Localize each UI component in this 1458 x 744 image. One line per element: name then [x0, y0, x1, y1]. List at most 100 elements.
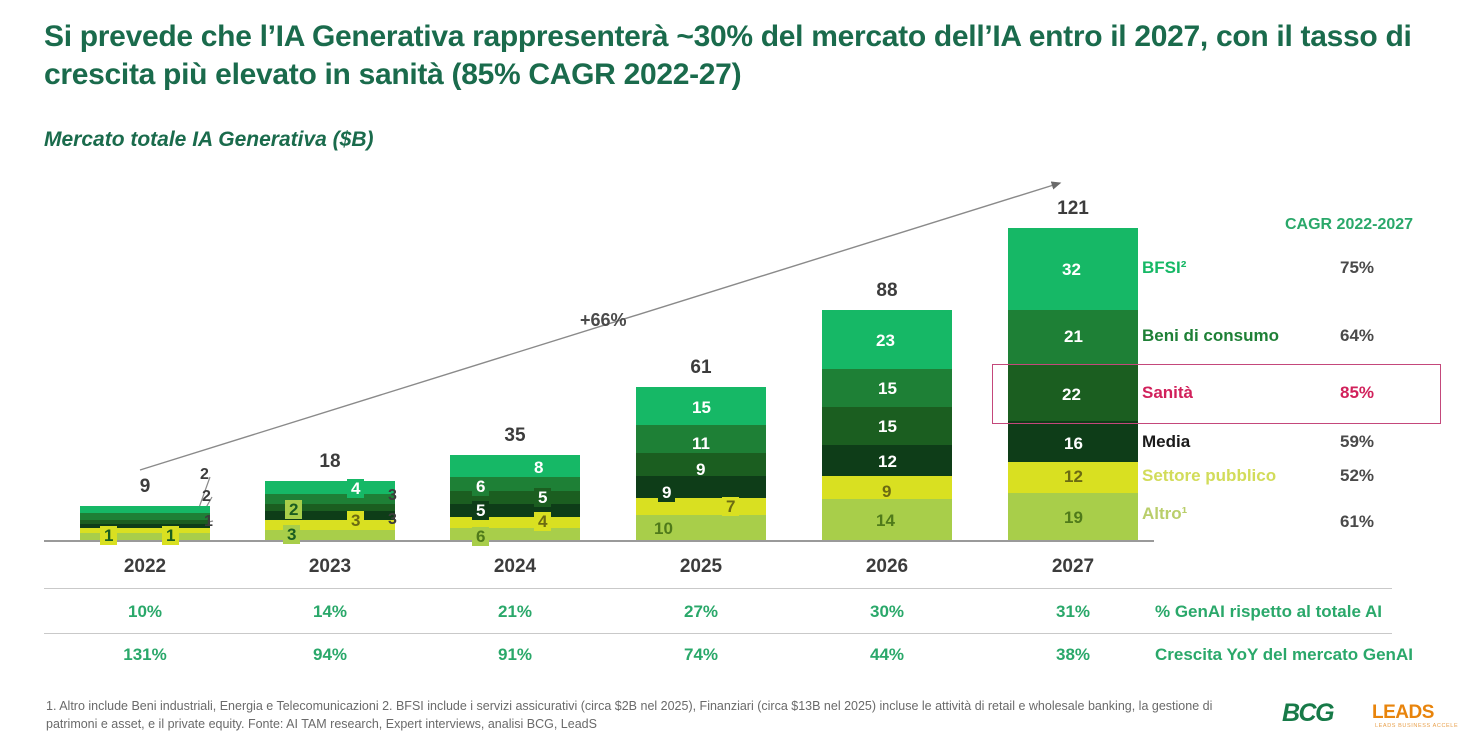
bar-segment-altro-2026[interactable] — [822, 499, 952, 540]
bar-segment-sanita-2022[interactable] — [80, 520, 210, 524]
bar-stack-2023 — [265, 481, 395, 540]
bar-segment-sanita-2025[interactable] — [636, 453, 766, 476]
bar-segment-media-2022[interactable] — [80, 524, 210, 528]
bar-label-settore-2025: 7 — [722, 497, 740, 516]
bar-group-2024: 35 8 6 5 5 4 6 — [450, 425, 580, 546]
legend-row-beni-di-consumo[interactable]: Beni di consumo 64% — [1142, 326, 1442, 348]
table-rule-middle — [44, 633, 1392, 634]
bar-segment-media-2025[interactable] — [636, 476, 766, 498]
bar-total-2023: 18 — [319, 451, 341, 472]
bar-label-media-2026: 12 — [878, 452, 897, 471]
bar-segment-beni-2025[interactable] — [636, 425, 766, 453]
metric-row-label-yoy-growth: Crescita YoY del mercato GenAI — [1155, 645, 1413, 664]
bar-segment-settore-2026[interactable] — [822, 476, 952, 499]
bar-segment-altro-2025[interactable] — [636, 515, 766, 540]
metric-row-label-genai-share: % GenAI rispetto al totale AI — [1155, 602, 1383, 621]
bar-segment-altro-2024[interactable] — [450, 528, 580, 540]
bar-label-settore-2023: 3 — [283, 525, 301, 544]
metric-yoy-growth-2024: 91% — [497, 645, 533, 664]
bar-total-2025: 61 — [690, 357, 712, 378]
bar-group-2025: 61 15 11 9 9 7 10 — [636, 357, 766, 540]
bar-label-media-2027: 16 — [1064, 434, 1083, 453]
bar-segment-settore-2022[interactable] — [80, 528, 210, 533]
bar-segment-bfsi-2026[interactable] — [822, 310, 952, 369]
bar-segment-media-2026[interactable] — [822, 445, 952, 476]
bar-label-settore-2022: 1 — [162, 526, 180, 545]
bar-label-beni-2024: 6 — [472, 477, 490, 496]
bar-label-altro-2025: 10 — [654, 519, 673, 538]
bar-label-sanita-2026: 15 — [878, 417, 897, 436]
bar-segment-beni-2022[interactable] — [80, 513, 210, 520]
bar-segment-bfsi-2025[interactable] — [636, 387, 766, 425]
metric-yoy-growth-2027: 38% — [1055, 645, 1091, 664]
bar-label-settore-2026: 9 — [882, 482, 892, 501]
bar-stack-2026 — [822, 310, 952, 540]
bar-stack-2024 — [450, 455, 580, 540]
bar-stack-2025 — [636, 387, 766, 540]
metric-genai-share-2026: 30% — [869, 602, 905, 621]
bar-segment-beni-2026[interactable] — [822, 369, 952, 407]
bar-total-2022: 9 — [139, 476, 151, 497]
metric-yoy-growth-2023: 94% — [312, 645, 348, 664]
leads-logo: LEADS — [1372, 702, 1434, 723]
bar-segment-settore-2027[interactable] — [1008, 462, 1138, 493]
bar-label-bfsi-2024: 8 — [534, 458, 544, 477]
metric-genai-share-2027: 31% — [1055, 602, 1091, 621]
bar-group-2022: 9 1 1 — [80, 476, 210, 545]
legend-row-sanita[interactable]: Sanità 85% — [1142, 383, 1442, 405]
legend-label-settore-pubblico: Settore pubblico — [1142, 466, 1277, 485]
bar-segment-sanita-2026[interactable] — [822, 407, 952, 445]
bar-label-beni-2026: 15 — [878, 379, 897, 398]
callout-beni-2022: 2 — [202, 488, 211, 505]
metric-yoy-growth-2026: 44% — [869, 645, 905, 664]
legend-row-bfsi[interactable]: BFSI² 75% — [1142, 258, 1442, 280]
bar-segment-media-2024[interactable] — [450, 504, 580, 517]
sanita-highlight-box — [992, 364, 1441, 424]
x-axis-label-2026: 2026 — [865, 556, 909, 577]
legend-cagr-bfsi: 75% — [1340, 258, 1375, 277]
table-rule-top — [44, 588, 1392, 589]
metric-yoy-growth-2022: 131% — [123, 645, 167, 664]
legend-row-altro[interactable]: Altro¹ 61% — [1142, 504, 1442, 531]
footnote-text: 1. Altro include Beni industriali, Energ… — [46, 699, 1213, 731]
bar-total-2026: 88 — [876, 280, 898, 301]
bar-segment-media-2027[interactable] — [1008, 421, 1138, 462]
callout-bfsi-2022: 2 — [200, 466, 209, 483]
bar-segment-settore-2023[interactable] — [265, 520, 395, 530]
bar-segment-media-2023[interactable] — [265, 511, 395, 520]
callout-beni-2023: 3 — [388, 487, 397, 504]
x-axis-label-2022: 2022 — [123, 556, 167, 577]
bar-segment-beni-2023[interactable] — [265, 494, 395, 504]
bar-label-beni-2027: 21 — [1064, 327, 1083, 346]
bar-segment-altro-2023[interactable] — [265, 530, 395, 540]
bar-group-2026: 88 23 15 15 12 9 14 — [822, 280, 952, 540]
bar-segment-altro-2027[interactable] — [1008, 493, 1138, 540]
bar-segment-settore-2025[interactable] — [636, 498, 766, 515]
bar-segment-sanita-2024[interactable] — [450, 491, 580, 504]
bar-segment-sanita-2023[interactable] — [265, 504, 395, 511]
metric-yoy-growth-2025: 74% — [683, 645, 719, 664]
legend-row-settore-pubblico[interactable]: Settore pubblico 52% — [1142, 466, 1442, 488]
bar-segment-bfsi-2023[interactable] — [265, 481, 395, 494]
legend-label-media: Media — [1142, 432, 1191, 451]
bar-segment-bfsi-2027[interactable] — [1008, 228, 1138, 310]
bar-segment-bfsi-2024[interactable] — [450, 455, 580, 477]
bar-segment-altro-2022[interactable] — [80, 533, 210, 540]
metric-genai-share-2022: 10% — [127, 602, 163, 621]
bar-segment-settore-2024[interactable] — [450, 517, 580, 528]
bar-label-media-2024: 5 — [472, 501, 490, 520]
x-axis-label-2027: 2027 — [1051, 556, 1095, 577]
cagr-column-header: CAGR 2022-2027 — [1285, 216, 1414, 233]
legend-cagr-settore-pubblico: 52% — [1340, 466, 1375, 485]
bar-segment-bfsi-2022[interactable] — [80, 506, 210, 513]
x-axis-label-2024: 2024 — [493, 556, 537, 577]
legend-cagr-altro: 61% — [1340, 512, 1375, 531]
legend-label-beni-di-consumo: Beni di consumo — [1142, 326, 1279, 345]
bar-label-sanita-2025: 9 — [696, 460, 706, 479]
bar-label-altro-2026: 14 — [876, 511, 895, 530]
legend-row-media[interactable]: Media 59% — [1142, 432, 1442, 454]
bar-segment-beni-2027[interactable] — [1008, 310, 1138, 364]
bar-segment-beni-2024[interactable] — [450, 477, 580, 491]
bar-label-sanita-2024: 5 — [534, 488, 552, 507]
legend-cagr-media: 59% — [1340, 432, 1375, 451]
